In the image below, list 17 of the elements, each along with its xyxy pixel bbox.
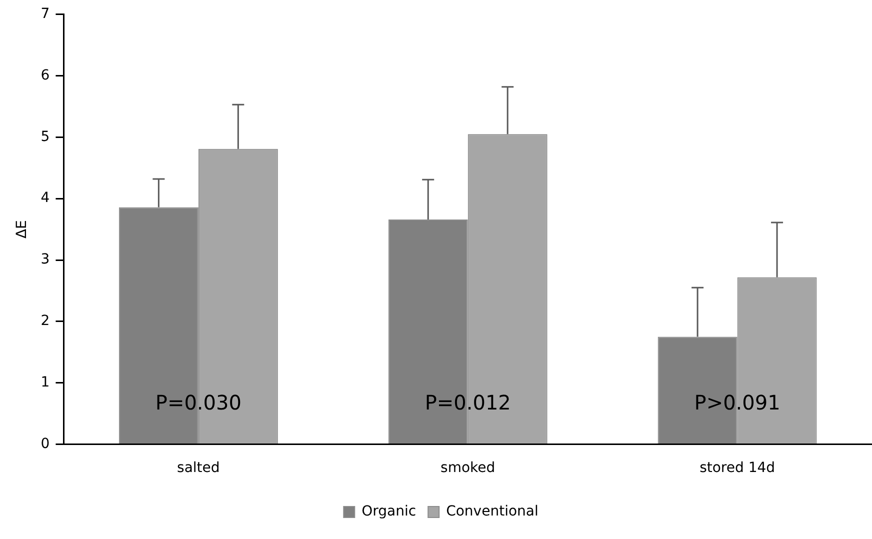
annotation: P=0.012 (424, 390, 511, 414)
y-tick-label: 6 (40, 67, 50, 84)
x-tick-label: smoked (440, 460, 496, 476)
y-tick-label: 5 (40, 128, 50, 145)
legend-label: Conventional (446, 504, 538, 520)
y-tick-label: 4 (40, 190, 50, 206)
x-tick-label: salted (177, 460, 220, 476)
y-tick-label: 2 (40, 313, 50, 330)
annotation: P>0.091 (694, 390, 780, 414)
x-tick-label: stored 14d (700, 460, 776, 476)
annotation: P=0.030 (155, 390, 242, 414)
y-axis-title: ΔE (14, 220, 30, 239)
y-tick-label: 0 (40, 436, 50, 452)
legend-label: Organic (362, 504, 416, 520)
y-tick-label: 1 (40, 374, 50, 390)
y-tick-label: 7 (40, 6, 50, 22)
y-tick-label: 3 (40, 252, 50, 268)
